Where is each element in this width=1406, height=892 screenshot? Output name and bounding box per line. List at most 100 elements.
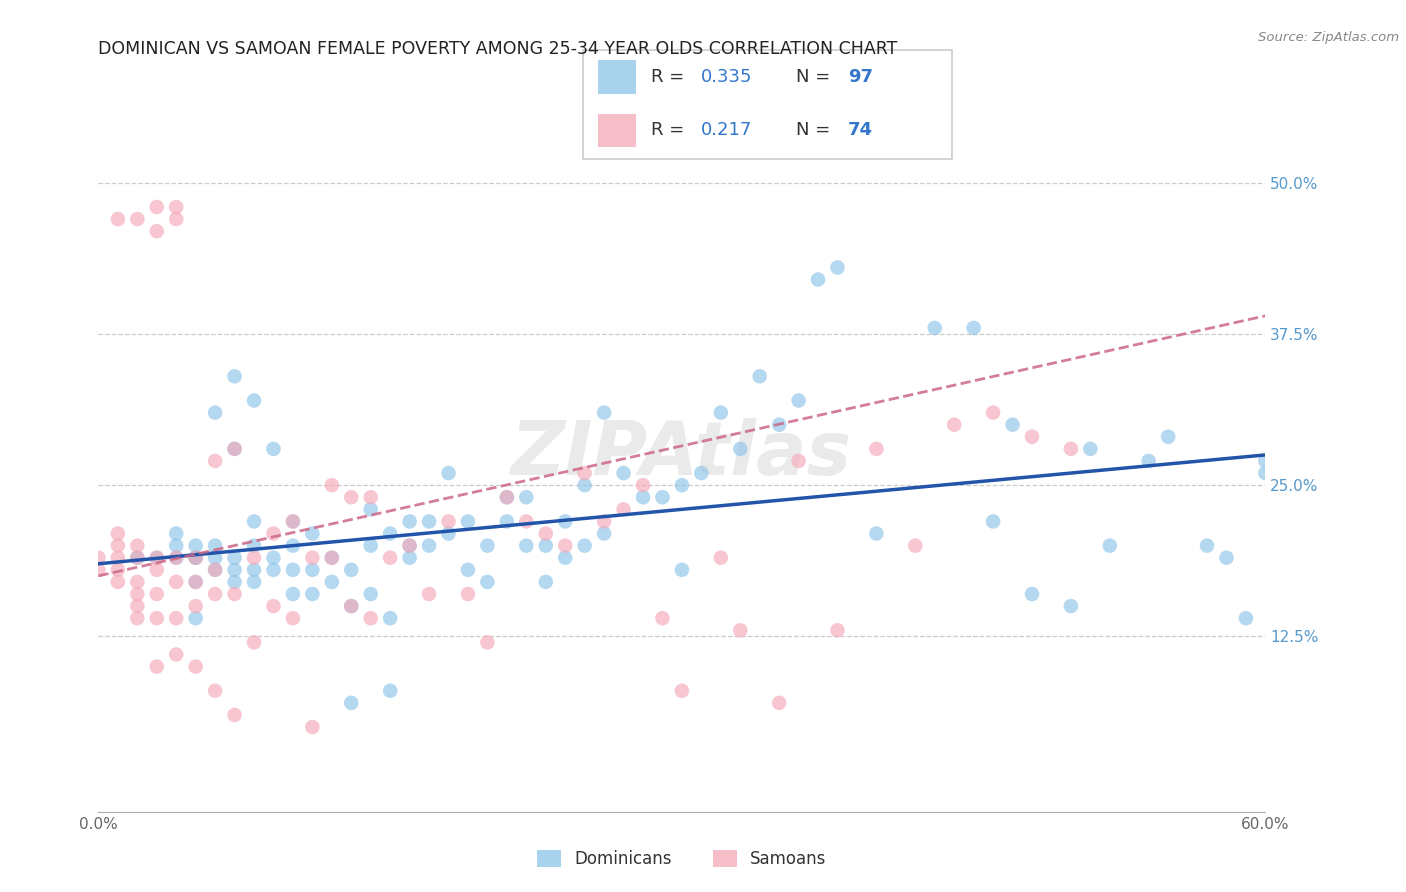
Point — [146, 563, 169, 577]
Point — [281, 539, 304, 553]
Point — [340, 696, 363, 710]
Point — [184, 539, 207, 553]
Point — [204, 550, 226, 565]
Point — [690, 466, 713, 480]
FancyBboxPatch shape — [599, 114, 636, 147]
Point — [107, 563, 129, 577]
Point — [554, 550, 576, 565]
Text: ZIPAtlas: ZIPAtlas — [512, 418, 852, 491]
Point — [165, 550, 187, 565]
Point — [204, 539, 226, 553]
Point — [224, 369, 246, 384]
Point — [1137, 454, 1160, 468]
Point — [730, 442, 752, 456]
Point — [243, 574, 266, 589]
Point — [107, 550, 129, 565]
Point — [301, 526, 323, 541]
Point — [1195, 539, 1218, 553]
Point — [146, 587, 169, 601]
Point — [398, 550, 420, 565]
Point — [671, 563, 693, 577]
Point — [574, 478, 596, 492]
Point — [924, 321, 946, 335]
Point — [1254, 466, 1277, 480]
Point — [1215, 550, 1237, 565]
Point — [495, 490, 517, 504]
Point — [184, 550, 207, 565]
Point — [165, 574, 187, 589]
Point — [243, 539, 266, 553]
Point — [904, 539, 927, 553]
Point — [457, 515, 479, 529]
Point — [748, 369, 770, 384]
Point — [146, 224, 169, 238]
Point — [1254, 454, 1277, 468]
Point — [243, 563, 266, 577]
Point — [651, 490, 673, 504]
Point — [107, 526, 129, 541]
Point — [398, 539, 420, 553]
Point — [515, 515, 537, 529]
Point — [321, 550, 343, 565]
Point — [360, 502, 382, 516]
Point — [730, 624, 752, 638]
Point — [340, 490, 363, 504]
Point — [418, 539, 440, 553]
Text: 0.335: 0.335 — [700, 68, 752, 86]
Point — [593, 515, 616, 529]
Point — [534, 526, 557, 541]
Point — [127, 550, 149, 565]
Point — [593, 406, 616, 420]
Point — [418, 587, 440, 601]
Point — [418, 515, 440, 529]
Point — [281, 587, 304, 601]
Point — [146, 550, 169, 565]
Point — [184, 550, 207, 565]
Point — [1021, 430, 1043, 444]
Point — [224, 563, 246, 577]
Text: 74: 74 — [848, 121, 873, 139]
Point — [962, 321, 984, 335]
Point — [204, 587, 226, 601]
Point — [301, 587, 323, 601]
Point — [613, 502, 636, 516]
Point — [495, 490, 517, 504]
Point — [865, 442, 887, 456]
Point — [768, 696, 790, 710]
Point — [301, 550, 323, 565]
Point — [301, 720, 323, 734]
Point — [1098, 539, 1121, 553]
Point — [184, 574, 207, 589]
Point — [87, 563, 110, 577]
Point — [534, 574, 557, 589]
Point — [534, 539, 557, 553]
Text: 0.217: 0.217 — [700, 121, 752, 139]
Point — [127, 539, 149, 553]
Point — [204, 683, 226, 698]
Point — [127, 599, 149, 613]
Point — [437, 466, 460, 480]
Point — [360, 539, 382, 553]
Point — [340, 599, 363, 613]
Text: 97: 97 — [848, 68, 873, 86]
Point — [87, 550, 110, 565]
Point — [437, 515, 460, 529]
Point — [554, 515, 576, 529]
Point — [107, 539, 129, 553]
Point — [574, 466, 596, 480]
FancyBboxPatch shape — [583, 50, 952, 160]
Point — [360, 490, 382, 504]
Point — [1021, 587, 1043, 601]
Point — [224, 587, 246, 601]
Point — [360, 611, 382, 625]
Point — [378, 611, 402, 625]
Point — [301, 563, 323, 577]
Text: N =: N = — [796, 68, 835, 86]
Point — [262, 563, 284, 577]
Point — [787, 454, 810, 468]
Point — [165, 539, 187, 553]
Point — [477, 539, 499, 553]
Point — [107, 574, 129, 589]
Point — [671, 478, 693, 492]
Point — [671, 683, 693, 698]
